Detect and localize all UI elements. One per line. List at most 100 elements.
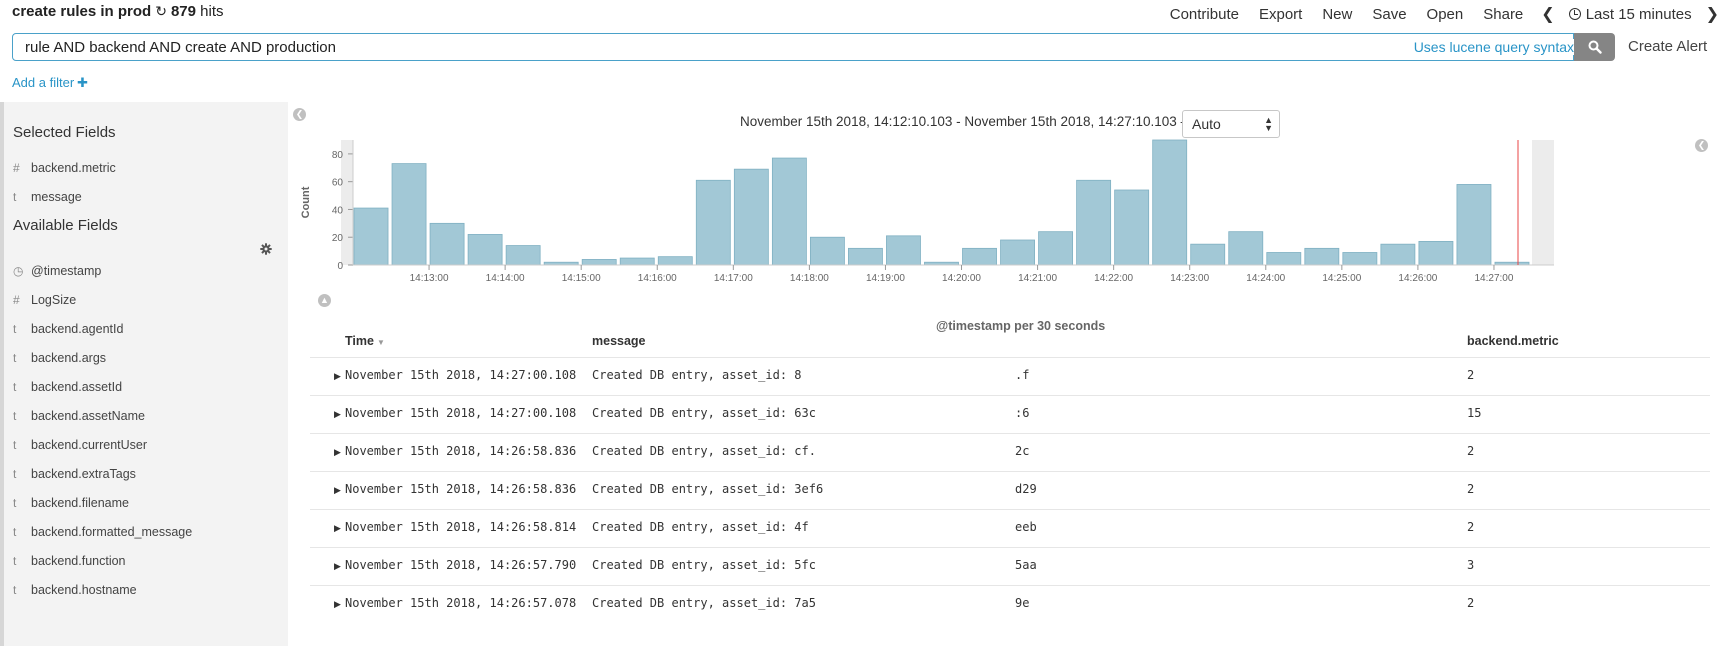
column-header-time[interactable]: Time ▼ <box>345 334 385 348</box>
histogram-bar <box>391 163 427 266</box>
y-tick-label: 40 <box>332 205 344 216</box>
export-button[interactable]: Export <box>1258 5 1303 23</box>
string-type-icon: t <box>13 525 17 539</box>
contribute-button[interactable]: Contribute <box>1169 5 1239 23</box>
x-tick-label: 14:16:00 <box>638 273 677 284</box>
x-tick-label: 14:21:00 <box>1018 273 1057 284</box>
interval-select[interactable]: Auto ▲ ▼ <box>1182 110 1280 138</box>
expand-row-icon[interactable]: ▶ <box>334 409 341 419</box>
time-range-label: Last 15 minutes <box>1585 5 1692 23</box>
table-row[interactable]: ▶ November 15th 2018, 14:26:58.836 Created… <box>310 433 1710 471</box>
available-field[interactable]: t backend.filename <box>13 496 129 510</box>
histogram-bar <box>1152 139 1188 266</box>
interval-value: Auto <box>1192 116 1221 132</box>
available-field[interactable]: t backend.function <box>13 554 126 568</box>
available-field[interactable]: ◷ @timestamp <box>13 264 101 278</box>
cell-metric: 2 <box>1467 368 1475 382</box>
histogram-bar <box>1114 189 1150 266</box>
cell-metric: 3 <box>1467 558 1475 572</box>
collapse-chart-icon[interactable]: ▲ <box>318 294 331 307</box>
available-field[interactable]: t backend.extraTags <box>13 467 136 481</box>
cell-message-tail: :6 <box>1015 406 1030 420</box>
hit-count: 879 <box>170 3 196 20</box>
histogram-bar <box>1076 179 1112 266</box>
new-button[interactable]: New <box>1322 5 1353 23</box>
save-button[interactable]: Save <box>1372 5 1407 23</box>
search-button[interactable] <box>1574 33 1615 61</box>
available-field[interactable]: # LogSize <box>13 293 76 307</box>
discover-content: ❮ November 15th 2018, 14:12:10.103 - Nov… <box>288 102 1727 646</box>
histogram-bar <box>1418 240 1454 266</box>
cell-message-tail: 5aa <box>1015 558 1037 572</box>
selected-field[interactable]: t message <box>13 190 82 204</box>
range-shade-right <box>1532 140 1554 265</box>
available-field[interactable]: t backend.assetId <box>13 380 122 394</box>
y-tick-label: 20 <box>332 233 344 244</box>
sort-down-icon[interactable]: ▼ <box>376 338 385 347</box>
field-name: backend.formatted_message <box>31 525 193 539</box>
table-row[interactable]: ▶ November 15th 2018, 14:26:57.790 Created… <box>310 547 1710 585</box>
string-type-icon: t <box>13 351 17 365</box>
histogram-bar <box>1342 252 1378 266</box>
expand-row-icon[interactable]: ▶ <box>334 599 341 609</box>
available-fields-heading: Available Fields <box>13 217 118 234</box>
search-icon <box>1588 40 1602 54</box>
x-tick-label: 14:22:00 <box>1094 273 1133 284</box>
table-row[interactable]: ▶ November 15th 2018, 14:27:00.108 Created… <box>310 357 1710 395</box>
cell-message-tail: eeb <box>1015 520 1037 534</box>
histogram-date-range: November 15th 2018, 14:12:10.103 - Novem… <box>740 114 1195 129</box>
time-picker-button[interactable]: Last 15 minutes <box>1568 5 1692 23</box>
field-name: message <box>31 190 82 204</box>
histogram-bar <box>619 257 655 266</box>
field-name: backend.extraTags <box>31 467 136 481</box>
selected-field[interactable]: # backend.metric <box>13 161 116 175</box>
gear-icon[interactable] <box>260 243 272 255</box>
cell-time: November 15th 2018, 14:27:00.108 <box>345 406 577 420</box>
query-input[interactable] <box>12 33 1574 61</box>
available-field[interactable]: t backend.hostname <box>13 583 137 597</box>
histogram-bar <box>353 207 389 266</box>
chevron-left-icon[interactable]: ❮ <box>1695 139 1708 152</box>
string-type-icon: t <box>13 190 17 204</box>
expand-row-icon[interactable]: ▶ <box>334 371 341 381</box>
reload-icon[interactable]: ↻ <box>155 3 167 19</box>
table-row[interactable]: ▶ November 15th 2018, 14:26:57.078 Created… <box>310 585 1710 623</box>
x-tick-label: 14:17:00 <box>714 273 753 284</box>
chevron-left-icon[interactable]: ❮ <box>1541 6 1555 23</box>
hits-suffix: hits <box>200 3 224 20</box>
expand-row-icon[interactable]: ▶ <box>334 523 341 533</box>
open-button[interactable]: Open <box>1426 5 1464 23</box>
table-row[interactable]: ▶ November 15th 2018, 14:26:58.836 Created… <box>310 471 1710 509</box>
available-field[interactable]: t backend.args <box>13 351 106 365</box>
add-filter-button[interactable]: Add a filter ✚ <box>12 75 88 91</box>
available-field[interactable]: t backend.formatted_message <box>13 525 192 539</box>
chevron-right-icon[interactable]: ❯ <box>1705 6 1719 23</box>
share-button[interactable]: Share <box>1483 5 1524 23</box>
available-field[interactable]: t backend.agentId <box>13 322 123 336</box>
available-field[interactable]: t backend.assetName <box>13 409 145 423</box>
field-name: backend.currentUser <box>31 438 148 452</box>
expand-row-icon[interactable]: ▶ <box>334 561 341 571</box>
create-alert-button[interactable]: Create Alert <box>1628 38 1708 55</box>
x-tick-label: 14:14:00 <box>486 273 525 284</box>
column-header-metric[interactable]: backend.metric <box>1467 334 1559 348</box>
histogram-bar <box>467 234 503 266</box>
lucene-syntax-link[interactable]: Uses lucene query syntax <box>1407 39 1574 55</box>
cell-time: November 15th 2018, 14:27:00.108 <box>345 368 577 382</box>
field-name: backend.assetName <box>31 409 145 423</box>
table-row[interactable]: ▶ November 15th 2018, 14:26:58.814 Created… <box>310 509 1710 547</box>
cell-message-tail: .f <box>1015 368 1030 382</box>
histogram-chart[interactable]: 0 20 40 60 80 Count 14:13:00 14:14:00 14:15:00 14… <box>288 132 1727 312</box>
column-header-message[interactable]: message <box>592 334 646 348</box>
saved-search-title: create rules in prod ↻ 879 hits <box>12 3 224 20</box>
expand-row-icon[interactable]: ▶ <box>334 485 341 495</box>
string-type-icon: t <box>13 322 17 336</box>
cell-message-tail: 9e <box>1015 596 1030 610</box>
collapse-sidebar-icon[interactable]: ❮ <box>293 108 306 121</box>
string-type-icon: t <box>13 583 17 597</box>
available-field[interactable]: t backend.currentUser <box>13 438 147 452</box>
table-row[interactable]: ▶ November 15th 2018, 14:27:00.108 Created… <box>310 395 1710 433</box>
cell-time: November 15th 2018, 14:26:58.836 <box>345 444 577 458</box>
cell-metric: 15 <box>1467 406 1482 420</box>
expand-row-icon[interactable]: ▶ <box>334 447 341 457</box>
